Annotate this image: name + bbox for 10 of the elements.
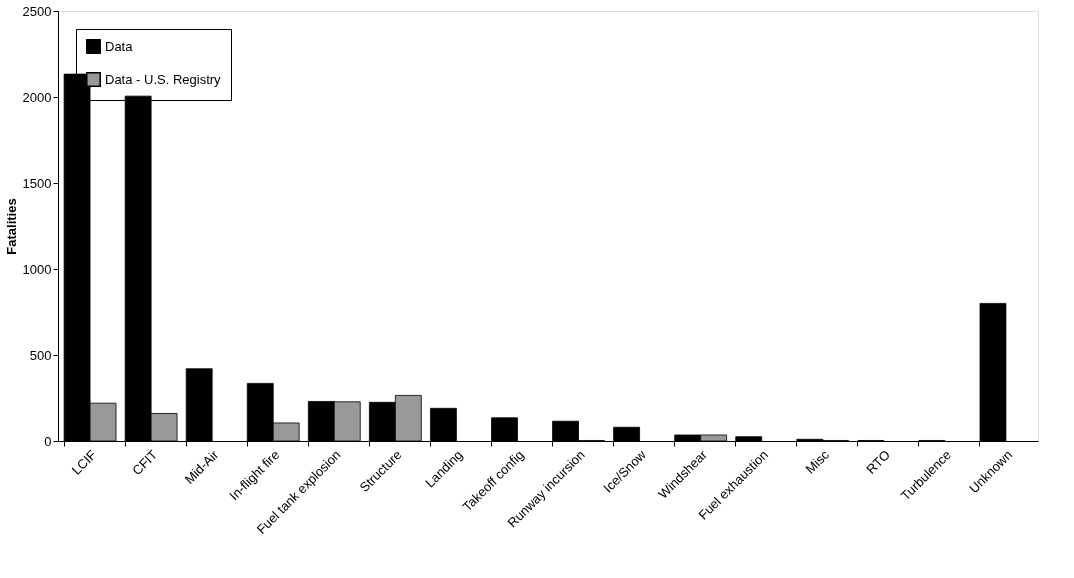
y-tick-label: 2500 <box>22 3 52 19</box>
legend-label: Data <box>105 38 134 54</box>
y-tick-label: 2000 <box>22 89 52 105</box>
y-tick-label: 1500 <box>22 175 52 191</box>
legend-label: Data - U.S. Registry <box>105 71 222 87</box>
y-tick-label: 0 <box>44 433 52 449</box>
y-axis-title: Fatalities <box>3 198 19 255</box>
x-tick-label: Misc <box>802 446 833 477</box>
y-tick-label: 1000 <box>22 261 52 277</box>
y-tick-label: 500 <box>29 347 52 363</box>
